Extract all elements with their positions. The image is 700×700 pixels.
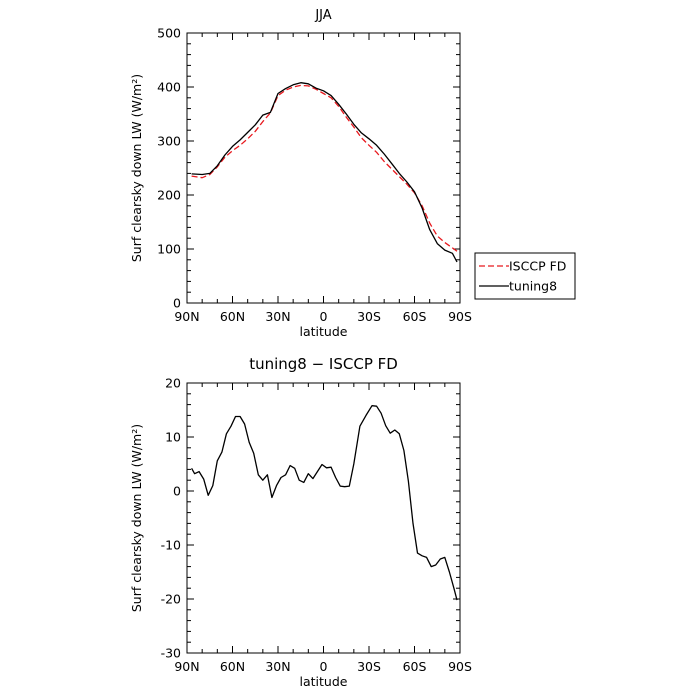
y-tick-label: -30 bbox=[161, 646, 181, 661]
chart-title: tuning8 − ISCCP FD bbox=[249, 355, 398, 373]
y-tick-label: 400 bbox=[157, 80, 181, 95]
plot-frame bbox=[186, 382, 461, 654]
series-line-isccp-fd bbox=[191, 84, 458, 252]
chart-title: JJA bbox=[314, 8, 331, 23]
y-tick-label: 0 bbox=[173, 296, 181, 311]
x-tick-label: 90S bbox=[448, 659, 472, 674]
x-tick-label: 60S bbox=[403, 659, 427, 674]
x-tick-label: 30S bbox=[357, 309, 381, 324]
y-axis-label: Surf clearsky down LW (W/m²) bbox=[129, 424, 144, 612]
legend: ISCCP FD tuning8 bbox=[474, 252, 576, 300]
chart-1: JJA 90N 60N 30N 0 30S 60S 90S 0 100 200 300 400 500 la… bbox=[129, 8, 576, 339]
x-tick-label: 30N bbox=[265, 309, 290, 324]
x-tick-label: 90N bbox=[174, 309, 199, 324]
x-tick-label: 90S bbox=[448, 309, 472, 324]
y-tick-label: 100 bbox=[157, 242, 181, 257]
x-tick-label: 0 bbox=[320, 309, 328, 324]
y-tick-label: 300 bbox=[157, 134, 181, 149]
y-tick-label: 10 bbox=[165, 430, 181, 445]
legend-label: tuning8 bbox=[509, 279, 557, 294]
x-tick-label: 30N bbox=[265, 659, 290, 674]
y-tick-label: -20 bbox=[161, 592, 181, 607]
legend-box bbox=[474, 252, 576, 300]
x-axis-label: latitude bbox=[300, 324, 348, 339]
x-tick-label: 60N bbox=[220, 309, 245, 324]
chart-2: tuning8 − ISCCP FD 90N 60N 30N 0 30S 60S 90S -30… bbox=[129, 355, 472, 689]
x-tick-label: 60N bbox=[220, 659, 245, 674]
x-tick-label: 0 bbox=[320, 659, 328, 674]
plot-frame bbox=[186, 32, 461, 304]
y-tick-label: 20 bbox=[165, 376, 181, 391]
x-axis-label: latitude bbox=[300, 674, 348, 689]
x-tick-label: 30S bbox=[357, 659, 381, 674]
y-tick-label: 500 bbox=[157, 26, 181, 41]
y-axis-label: Surf clearsky down LW (W/m²) bbox=[129, 74, 144, 262]
x-tick-label: 90N bbox=[174, 659, 199, 674]
y-tick-label: 200 bbox=[157, 188, 181, 203]
series-line-1 bbox=[191, 405, 458, 601]
legend-label: ISCCP FD bbox=[509, 259, 566, 274]
y-tick-label: -10 bbox=[161, 538, 181, 553]
series-line-tuning8 bbox=[191, 82, 458, 263]
x-tick-label: 60S bbox=[403, 309, 427, 324]
y-tick-label: 0 bbox=[173, 484, 181, 499]
